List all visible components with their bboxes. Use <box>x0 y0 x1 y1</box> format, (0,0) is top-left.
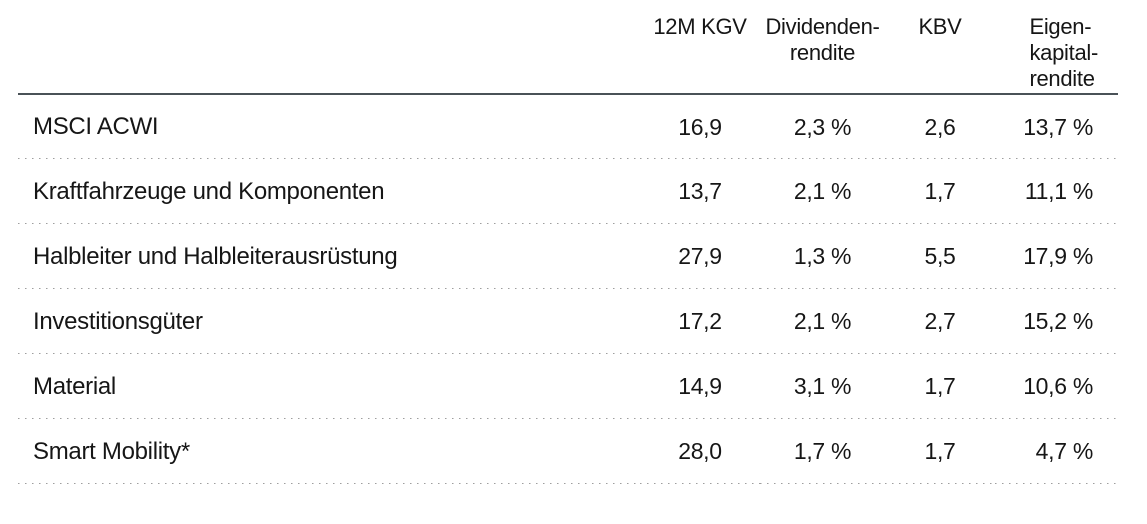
column-header-12m-kgv: 12M KGV <box>640 0 760 95</box>
cell-12m-kgv: 16,9 <box>640 94 760 159</box>
table-row-material: Material 14,9 3,1 % 1,7 10,6 % <box>18 354 1118 419</box>
column-header-name <box>18 0 640 95</box>
row-label: Investitionsgüter <box>18 289 640 354</box>
cell-dividendenrendite: 1,7 % <box>760 419 885 484</box>
cell-eigenkapitalrendite: 10,6 % <box>995 354 1118 419</box>
cell-kbv: 2,6 <box>885 94 995 159</box>
cell-eigenkapitalrendite: 17,9 % <box>995 224 1118 289</box>
cell-dividendenrendite: 1,3 % <box>760 224 885 289</box>
cell-dividendenrendite: 2,3 % <box>760 94 885 159</box>
cell-kbv: 1,7 <box>885 419 995 484</box>
row-label: Halbleiter und Halbleiterausrüstung <box>18 224 640 289</box>
cell-eigenkapitalrendite: 4,7 % <box>995 419 1118 484</box>
row-label: Kraftfahrzeuge und Komponenten <box>18 159 640 224</box>
cell-kbv: 2,7 <box>885 289 995 354</box>
cell-12m-kgv: 14,9 <box>640 354 760 419</box>
cell-kbv: 1,7 <box>885 159 995 224</box>
column-header-dividendenrendite: Dividenden- rendite <box>760 0 885 95</box>
table-row-msci-acwi: MSCI ACWI 16,9 2,3 % 2,6 13,7 % <box>18 94 1118 159</box>
table-body: MSCI ACWI 16,9 2,3 % 2,6 13,7 % Kraftfah… <box>18 94 1118 484</box>
row-label: Smart Mobility* <box>18 419 640 484</box>
table-header: 12M KGV Dividenden- rendite KBV Eigen- k… <box>18 0 1118 95</box>
valuation-table: 12M KGV Dividenden- rendite KBV Eigen- k… <box>18 0 1118 484</box>
cell-12m-kgv: 28,0 <box>640 419 760 484</box>
cell-kbv: 1,7 <box>885 354 995 419</box>
column-header-dividendenrendite-label: Dividenden- rendite <box>765 14 880 65</box>
header-row: 12M KGV Dividenden- rendite KBV Eigen- k… <box>18 0 1118 95</box>
table-row-investitionsgueter: Investitionsgüter 17,2 2,1 % 2,7 15,2 % <box>18 289 1118 354</box>
cell-kbv: 5,5 <box>885 224 995 289</box>
cell-dividendenrendite: 2,1 % <box>760 159 885 224</box>
table-row-smart-mobility: Smart Mobility* 28,0 1,7 % 1,7 4,7 % <box>18 419 1118 484</box>
column-header-eigenkapitalrendite-label: Eigen- kapital- rendite <box>1029 14 1098 91</box>
column-header-kbv-label: KBV <box>918 14 962 39</box>
cell-12m-kgv: 13,7 <box>640 159 760 224</box>
cell-eigenkapitalrendite: 11,1 % <box>995 159 1118 224</box>
table-row-halbleiter: Halbleiter und Halbleiterausrüstung 27,9… <box>18 224 1118 289</box>
cell-dividendenrendite: 2,1 % <box>760 289 885 354</box>
column-header-eigenkapitalrendite: Eigen- kapital- rendite <box>995 0 1118 95</box>
column-header-12m-kgv-label: 12M KGV <box>653 14 747 39</box>
cell-12m-kgv: 17,2 <box>640 289 760 354</box>
column-header-kbv: KBV <box>885 0 995 95</box>
cell-eigenkapitalrendite: 15,2 % <box>995 289 1118 354</box>
valuation-table-container: 12M KGV Dividenden- rendite KBV Eigen- k… <box>18 0 1118 484</box>
cell-12m-kgv: 27,9 <box>640 224 760 289</box>
row-label: Material <box>18 354 640 419</box>
row-label: MSCI ACWI <box>18 94 640 159</box>
cell-dividendenrendite: 3,1 % <box>760 354 885 419</box>
table-row-kraftfahrzeuge: Kraftfahrzeuge und Komponenten 13,7 2,1 … <box>18 159 1118 224</box>
cell-eigenkapitalrendite: 13,7 % <box>995 94 1118 159</box>
